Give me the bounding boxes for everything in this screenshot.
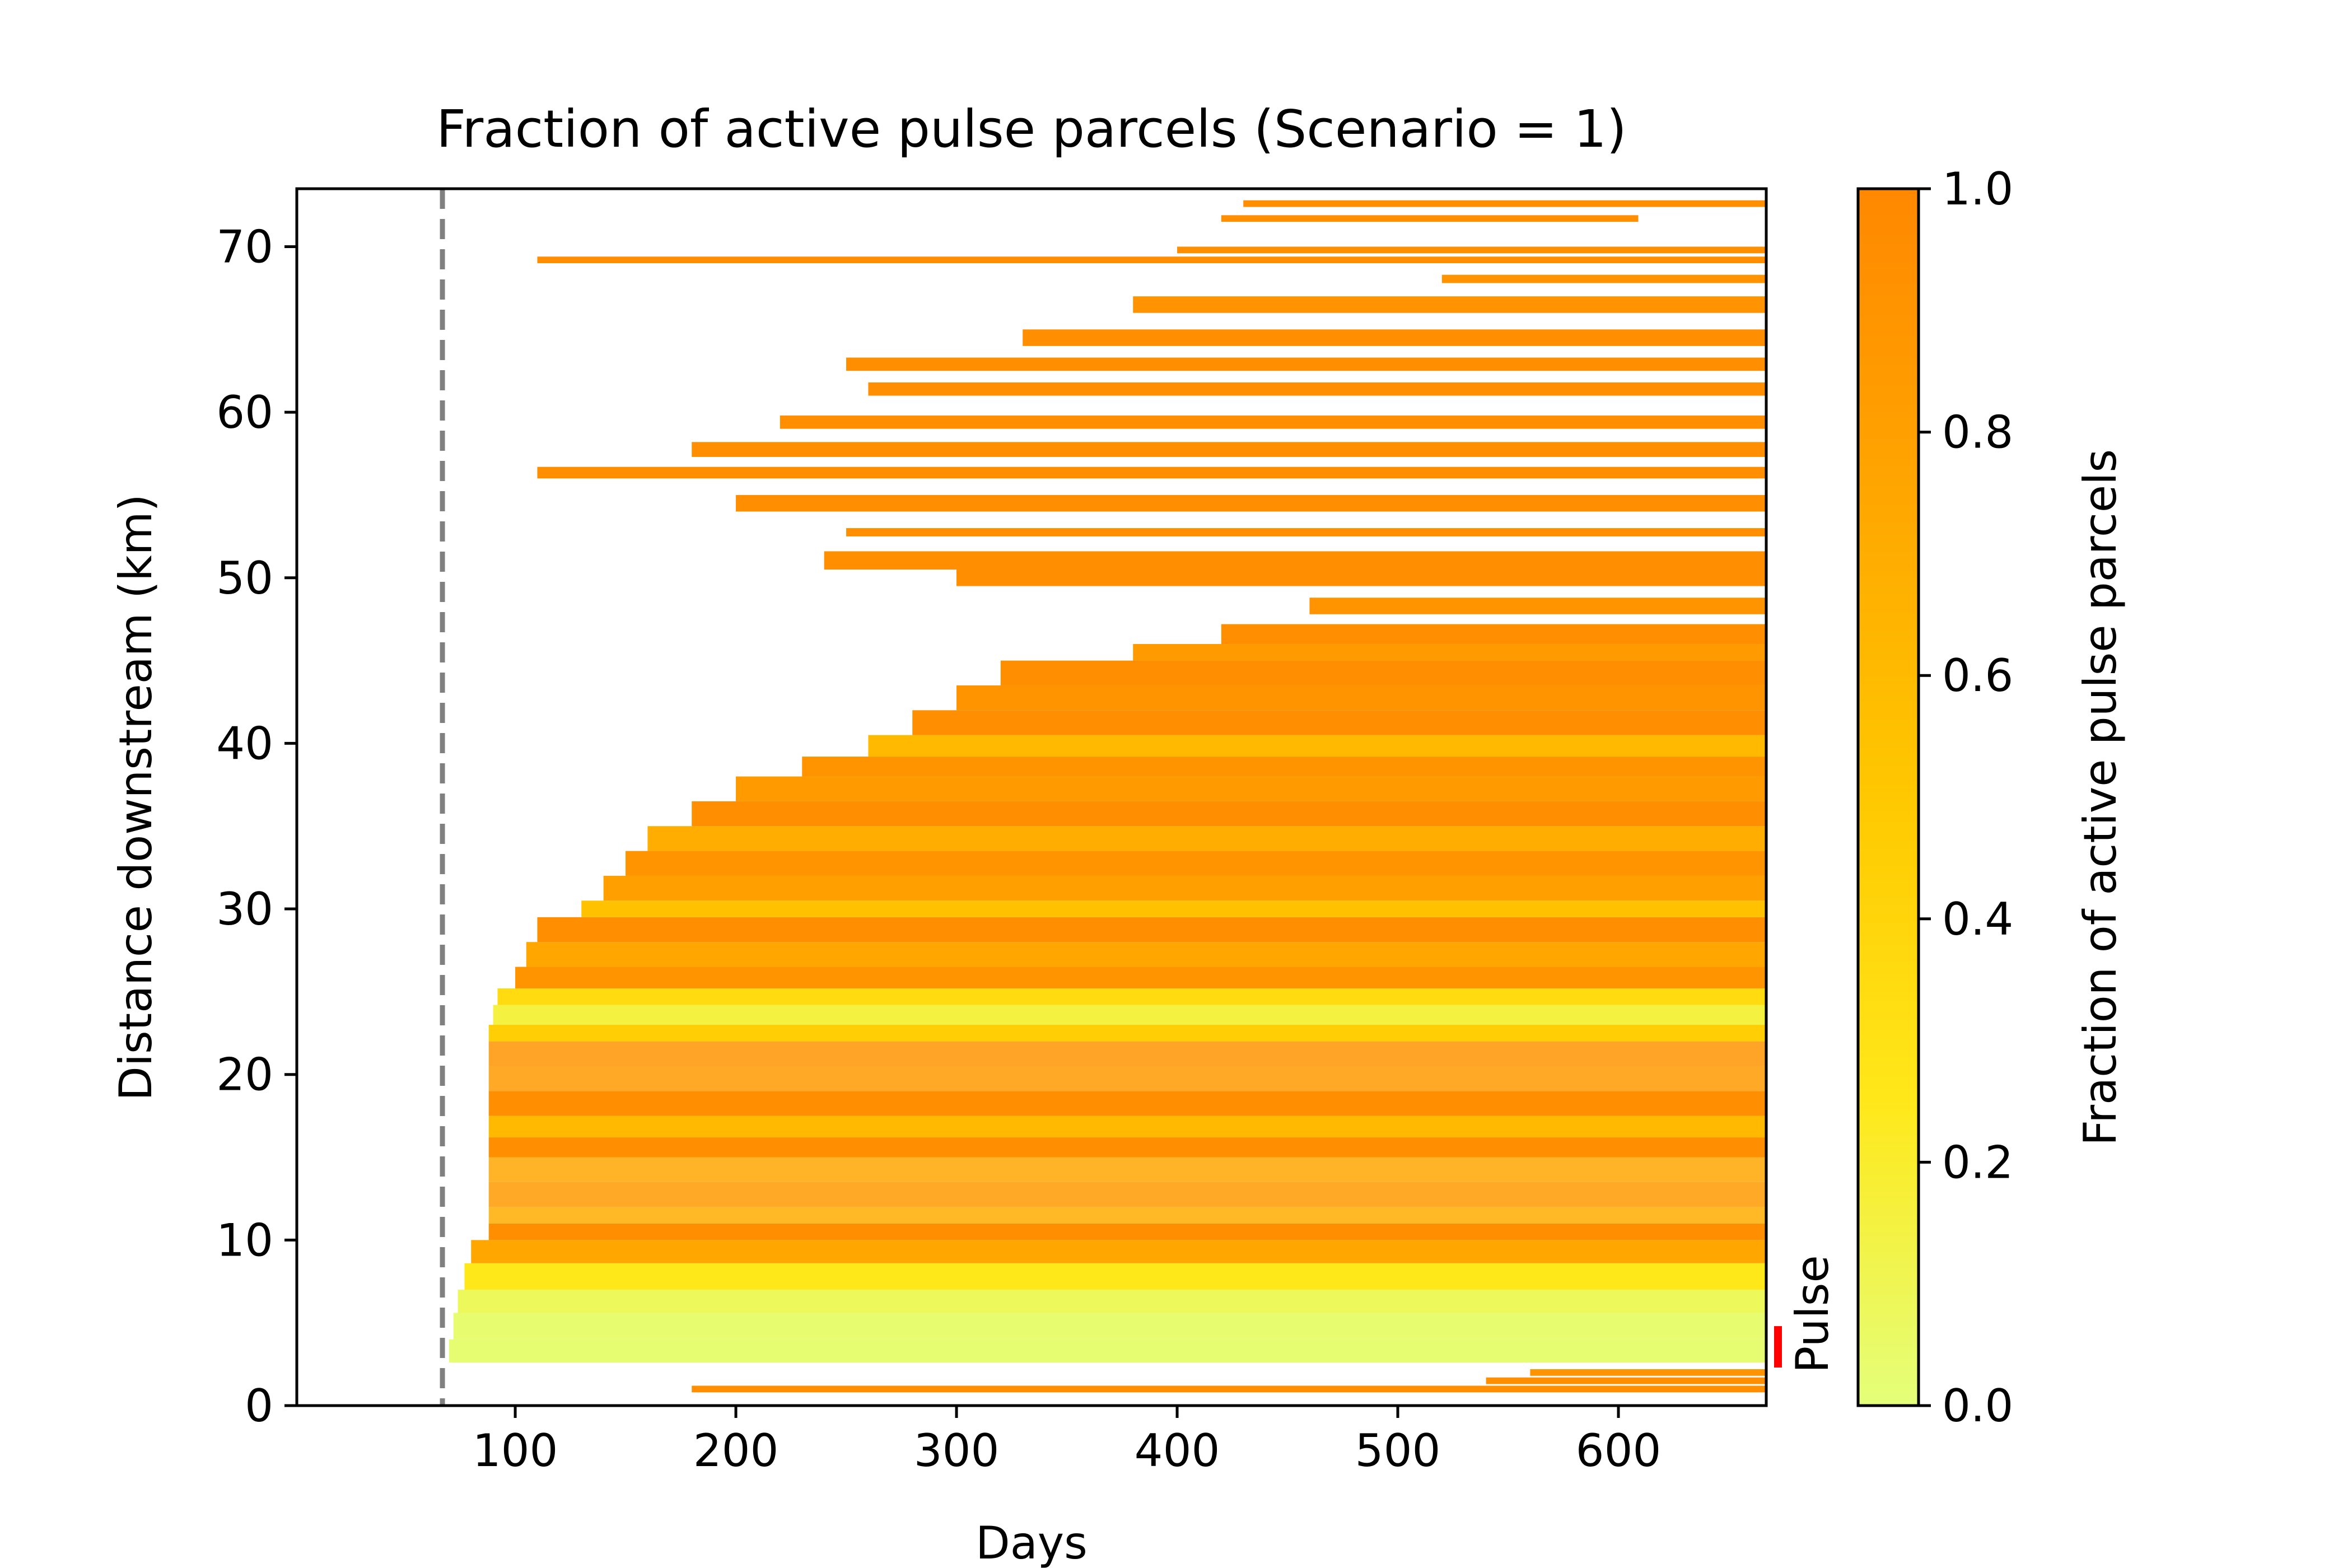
heatmap-band-5 [471, 1240, 1766, 1263]
heatmap-band-4 [464, 1263, 1766, 1290]
heatmap-band-6 [488, 1223, 1766, 1240]
heatmap-band-19 [526, 942, 1766, 967]
heatmap-band-15 [488, 1025, 1766, 1042]
heatmap-band-47 [537, 256, 1766, 264]
heatmap-band-52 [1486, 1377, 1766, 1384]
heatmap-band-16 [493, 1005, 1766, 1025]
heatmap-band-34 [1309, 598, 1766, 614]
y-tick-label: 30 [216, 883, 273, 935]
heatmap-band-17 [497, 988, 1766, 1005]
heatmap-band-37 [846, 528, 1766, 536]
heatmap-band-27 [802, 757, 1766, 777]
colorbar-tick-label: 0.6 [1942, 650, 2013, 702]
x-tick-label: 300 [914, 1425, 1000, 1477]
y-tick-label: 40 [216, 717, 273, 769]
heatmap-band-39 [537, 466, 1766, 479]
colorbar-tick-label: 0.0 [1942, 1380, 2013, 1432]
heatmap-band-42 [868, 382, 1766, 396]
heatmap-band-29 [912, 710, 1766, 735]
x-axis: 100 200 300 400 500 600 [473, 1406, 1662, 1477]
pulse-label: Pulse [1786, 1255, 1838, 1373]
y-tick-label: 50 [216, 552, 273, 604]
heatmap-band-44 [1023, 329, 1766, 346]
heatmap-band-40 [692, 442, 1766, 457]
heatmap-band-51 [692, 1385, 1766, 1393]
heatmap-band-30 [956, 685, 1766, 711]
heatmap-band-24 [647, 826, 1766, 851]
heatmap-cells [449, 200, 1766, 1393]
heatmap-band-46 [1441, 274, 1766, 283]
heatmap-band-1 [449, 1339, 1766, 1363]
heatmap-band-12 [488, 1091, 1766, 1116]
y-tick-label: 10 [216, 1214, 273, 1266]
heatmap-band-33 [1221, 624, 1766, 645]
plot-frame [295, 187, 1768, 1407]
x-tick-label: 500 [1355, 1425, 1441, 1477]
heatmap-band-23 [626, 851, 1766, 876]
heatmap-band-18 [515, 967, 1766, 988]
heatmap-band-11 [488, 1116, 1766, 1138]
heatmap-band-14 [488, 1041, 1766, 1066]
heatmap-band-10 [488, 1137, 1766, 1158]
heatmap-band-21 [581, 900, 1766, 917]
colorbar [1856, 187, 1920, 1407]
y-tick-label: 0 [245, 1380, 273, 1432]
heatmap-band-38 [736, 494, 1766, 512]
heatmap-band-28 [868, 735, 1766, 757]
heatmap-band-32 [1133, 644, 1766, 661]
heatmap-band-9 [488, 1157, 1766, 1182]
chart-title: Fraction of active pulse parcels (Scenar… [436, 99, 1627, 159]
heatmap-band-3 [458, 1290, 1766, 1313]
colorbar-tick-label: 0.2 [1942, 1136, 2013, 1188]
heatmap-band-25 [692, 801, 1766, 827]
heatmap-band-36 [824, 551, 1766, 570]
heatmap-band-8 [488, 1182, 1766, 1207]
x-tick-label: 600 [1576, 1425, 1662, 1477]
heatmap-band-26 [736, 776, 1766, 801]
heatmap-band-53 [1530, 1369, 1766, 1376]
heatmap-band-48 [1177, 246, 1766, 254]
heatmap-band-35 [956, 569, 1766, 586]
heatmap-band-41 [780, 416, 1766, 429]
x-axis-label: Days [976, 1517, 1088, 1568]
y-tick-label: 20 [216, 1049, 273, 1101]
heatmap-band-13 [488, 1066, 1766, 1091]
y-tick-label: 60 [216, 386, 273, 438]
heatmap-band-22 [603, 875, 1766, 901]
pulse-marker [1774, 1326, 1782, 1368]
heatmap-band-49 [1221, 215, 1639, 222]
y-tick-label: 70 [216, 221, 273, 273]
heatmap-band-31 [1000, 660, 1766, 685]
colorbar-ticks: 0.0 0.2 0.4 0.6 0.8 1.0 [1919, 163, 2013, 1432]
heatmap-band-20 [537, 917, 1766, 942]
colorbar-label: Fraction of active pulse parcels [2074, 449, 2126, 1146]
x-tick-label: 200 [693, 1425, 779, 1477]
heatmap-band-43 [846, 357, 1766, 371]
colorbar-tick-label: 0.4 [1942, 893, 2013, 945]
heatmap-band-50 [1243, 200, 1766, 207]
heatmap-band-2 [453, 1313, 1766, 1340]
colorbar-tick-label: 1.0 [1942, 163, 2013, 215]
x-tick-label: 400 [1135, 1425, 1220, 1477]
heatmap-band-7 [488, 1207, 1766, 1224]
y-axis: 0 10 20 30 40 50 60 70 [216, 221, 297, 1432]
y-axis-label: Distance downstream (km) [110, 494, 162, 1101]
colorbar-tick-label: 0.8 [1942, 407, 2013, 459]
x-tick-label: 100 [473, 1425, 558, 1477]
heatmap-band-45 [1133, 296, 1766, 313]
